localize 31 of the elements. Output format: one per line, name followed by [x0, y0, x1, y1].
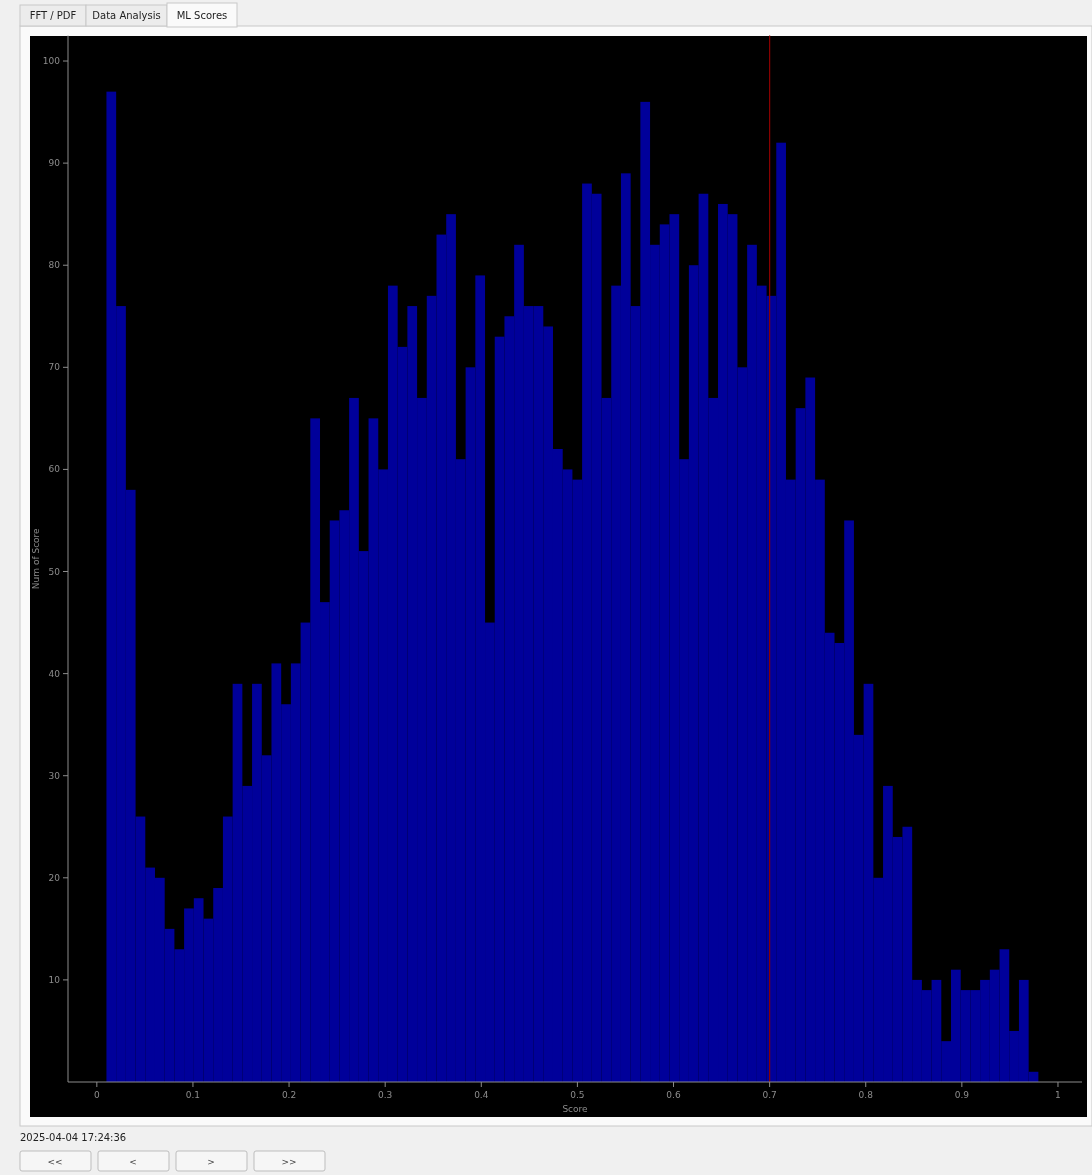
x-tick-label: 0 — [93, 1090, 100, 1100]
y-tick-label: 50 — [48, 566, 61, 577]
x-tick-label: 0.8 — [858, 1090, 874, 1100]
text: << — [47, 1157, 63, 1167]
y-tick-label: 10 — [48, 974, 61, 985]
text: Data Analysis — [92, 10, 161, 21]
x-tick-label: 0.7 — [762, 1090, 777, 1100]
x-axis-title: Score — [562, 1104, 589, 1114]
y-axis-title: Num of Score — [31, 527, 41, 590]
text: ML Scores — [176, 10, 228, 21]
text: > — [207, 1157, 215, 1167]
y-tick-label: 90 — [48, 158, 61, 169]
x-tick-label: 0.1 — [185, 1090, 201, 1100]
x-tick-label: 0.3 — [378, 1090, 393, 1100]
text: FFT / PDF — [29, 10, 77, 21]
y-tick-label: 80 — [48, 260, 61, 271]
x-tick-label: 0.4 — [474, 1090, 489, 1100]
y-tick-label: 40 — [48, 668, 61, 679]
text: < — [129, 1157, 137, 1167]
x-tick-label: 0.6 — [666, 1090, 681, 1100]
y-tick-label: 100 — [42, 56, 61, 67]
text: >> — [281, 1157, 297, 1167]
x-tick-label: 1 — [1055, 1090, 1061, 1100]
y-tick-label: 60 — [48, 464, 61, 475]
y-tick-label: 20 — [48, 872, 61, 883]
text: 2025-04-04 17:24:36 — [20, 1132, 127, 1143]
x-tick-label: 0.9 — [954, 1090, 970, 1100]
x-tick-label: 0.2 — [281, 1090, 297, 1100]
y-tick-label: 30 — [48, 770, 61, 781]
y-tick-label: 70 — [48, 362, 61, 373]
x-tick-label: 0.5 — [570, 1090, 585, 1100]
